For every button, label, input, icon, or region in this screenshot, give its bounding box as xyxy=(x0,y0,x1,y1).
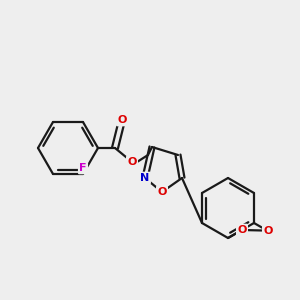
Text: O: O xyxy=(237,225,247,235)
Text: F: F xyxy=(79,163,87,173)
Text: N: N xyxy=(140,173,150,183)
Text: O: O xyxy=(127,157,137,167)
Text: O: O xyxy=(157,187,167,197)
Text: O: O xyxy=(263,226,273,236)
Text: O: O xyxy=(117,115,127,125)
